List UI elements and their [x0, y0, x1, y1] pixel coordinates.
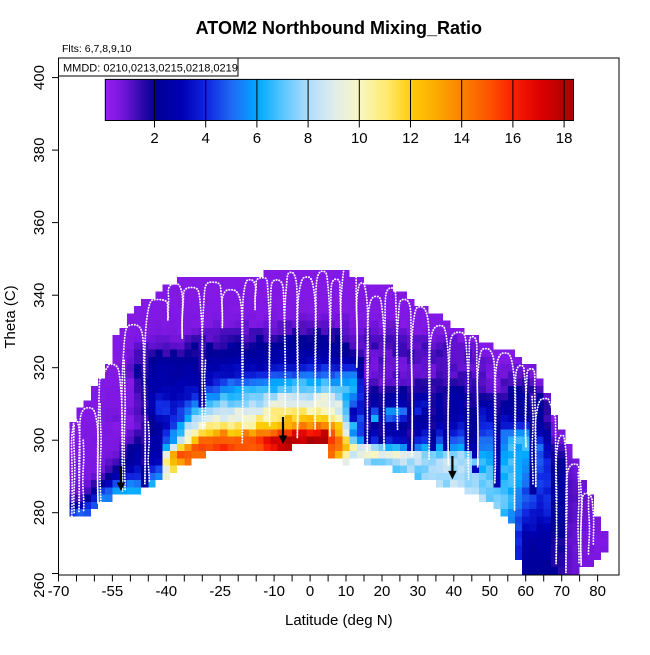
svg-text:6: 6: [253, 130, 261, 147]
svg-text:Theta (C): Theta (C): [2, 285, 19, 348]
svg-text:30: 30: [410, 583, 427, 600]
svg-text:40: 40: [445, 583, 462, 600]
svg-text:-25: -25: [209, 583, 231, 600]
svg-text:320: 320: [31, 355, 48, 380]
svg-text:380: 380: [31, 138, 48, 163]
svg-text:14: 14: [453, 130, 470, 147]
svg-text:280: 280: [31, 500, 48, 525]
svg-text:400: 400: [31, 65, 48, 90]
svg-text:10: 10: [351, 130, 368, 147]
svg-text:16: 16: [505, 130, 522, 147]
svg-text:2: 2: [150, 130, 158, 147]
svg-text:12: 12: [402, 130, 419, 147]
svg-text:50: 50: [481, 583, 498, 600]
svg-text:Flts: 6,7,8,9,10: Flts: 6,7,8,9,10: [62, 43, 132, 55]
svg-text:-10: -10: [263, 583, 285, 600]
svg-text:0: 0: [306, 583, 314, 600]
svg-text:80: 80: [589, 583, 606, 600]
svg-text:ATOM2 Northbound Mixing_Ratio: ATOM2 Northbound Mixing_Ratio: [196, 18, 482, 38]
svg-text:8: 8: [304, 130, 312, 147]
svg-text:10: 10: [338, 583, 355, 600]
svg-text:MMDD: 0210,0213,0215,0218,0219: MMDD: 0210,0213,0215,0218,0219: [63, 63, 238, 75]
svg-text:-55: -55: [102, 583, 124, 600]
svg-text:Latitude (deg N): Latitude (deg N): [285, 612, 393, 629]
svg-text:60: 60: [517, 583, 534, 600]
svg-text:300: 300: [31, 428, 48, 453]
svg-text:70: 70: [553, 583, 570, 600]
svg-text:340: 340: [31, 283, 48, 308]
svg-text:4: 4: [202, 130, 210, 147]
svg-text:-70: -70: [48, 583, 70, 600]
svg-text:260: 260: [31, 573, 48, 598]
svg-text:20: 20: [374, 583, 391, 600]
svg-text:360: 360: [31, 210, 48, 235]
svg-text:-40: -40: [155, 583, 177, 600]
svg-text:18: 18: [556, 130, 573, 147]
